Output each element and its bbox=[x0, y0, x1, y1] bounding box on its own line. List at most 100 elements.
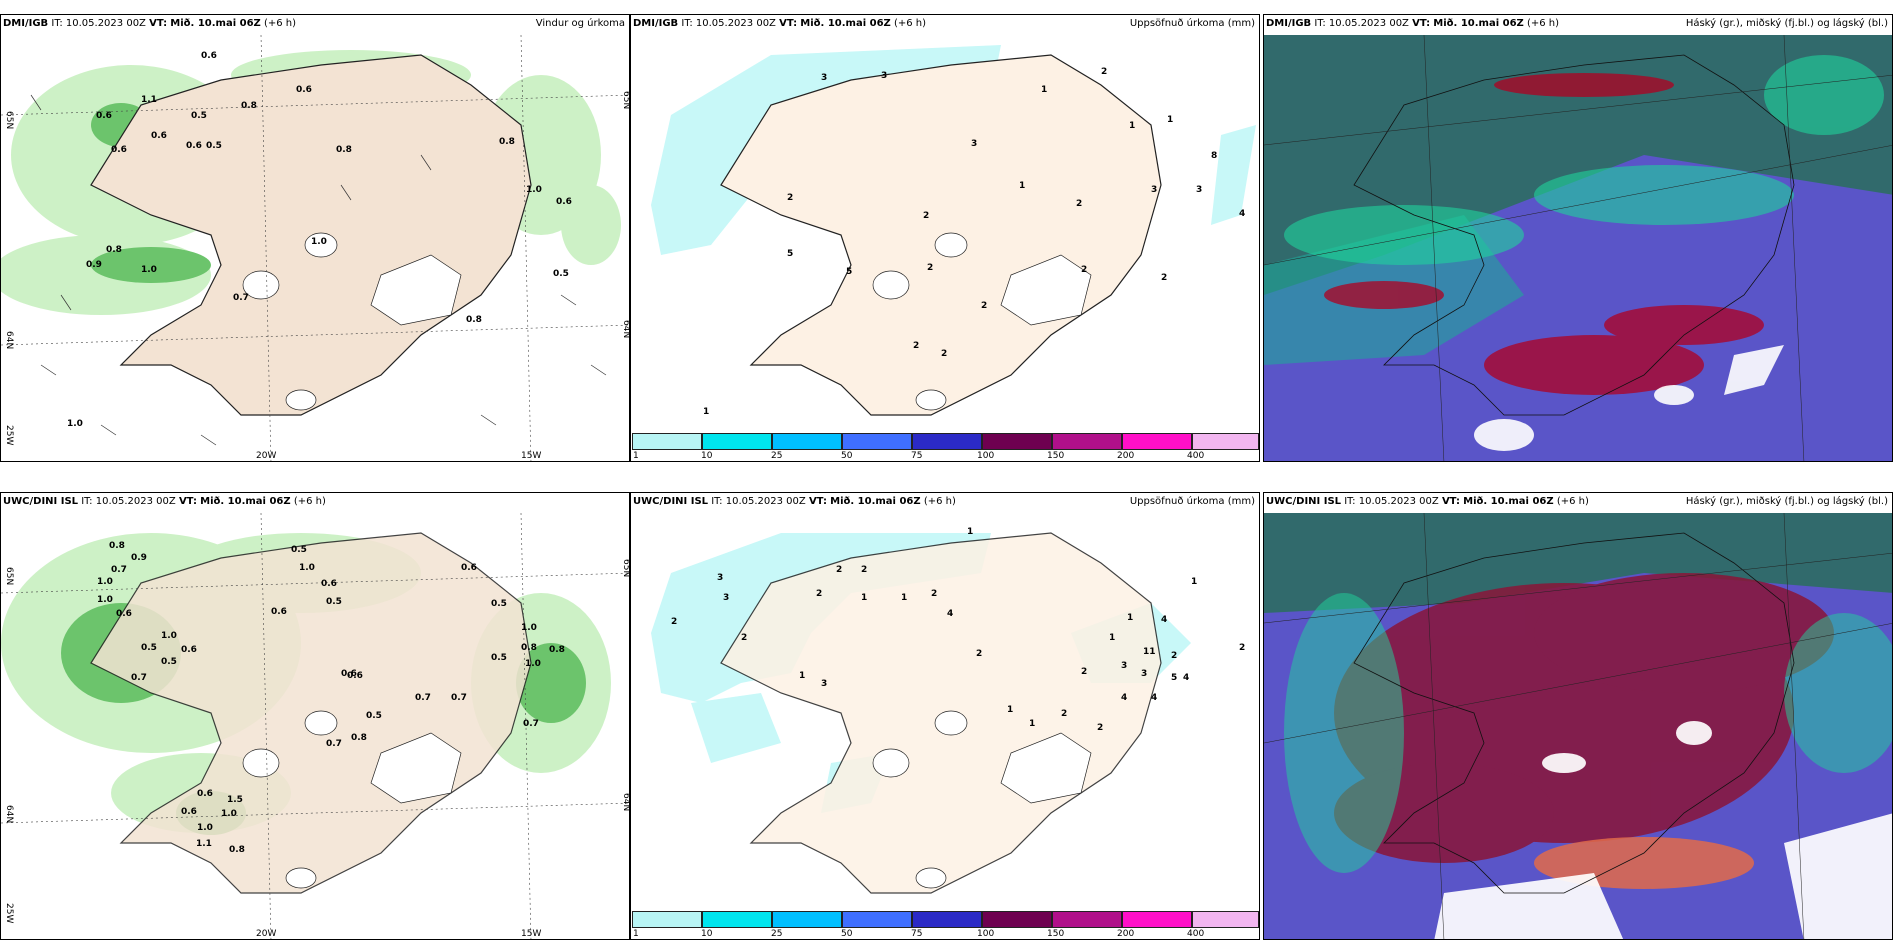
value-label: 1 bbox=[1167, 115, 1174, 125]
value-label: 2 bbox=[787, 193, 794, 203]
value-label: 0.9 bbox=[131, 553, 147, 563]
colorbar-cell bbox=[632, 911, 702, 928]
panel-title: Uppsöfnuð úrkoma (mm) bbox=[1129, 496, 1255, 507]
value-label: 0.5 bbox=[161, 657, 177, 667]
value-label: 0.6 bbox=[271, 607, 287, 617]
value-label: 1.0 bbox=[67, 419, 83, 429]
colorbar-cell bbox=[1122, 911, 1192, 928]
value-label: 1.0 bbox=[161, 631, 177, 641]
value-label: 0.7 bbox=[523, 719, 539, 729]
value-label: 0.6 bbox=[347, 671, 363, 681]
value-label: 0.6 bbox=[556, 197, 572, 207]
axis-label-lon: 20W bbox=[256, 929, 277, 939]
value-label: 2 bbox=[1097, 723, 1104, 733]
axis-label-lat: 64N bbox=[621, 320, 630, 339]
value-label: 1.0 bbox=[141, 265, 157, 275]
value-label: 0.5 bbox=[491, 653, 507, 663]
value-label: 0.7 bbox=[451, 693, 467, 703]
cloud-cover-map bbox=[1264, 35, 1892, 461]
colorbar-tick: 400 bbox=[1187, 929, 1205, 939]
colorbar-tick: 150 bbox=[1047, 451, 1065, 461]
colorbar-cell bbox=[982, 911, 1052, 928]
panel-title: Háský (gr.), miðský (fj.bl.) og lágský (… bbox=[1685, 496, 1888, 507]
value-label: 2 bbox=[981, 301, 988, 311]
value-label: 0.6 bbox=[201, 51, 217, 61]
panel-bottom-right: UWC/DINI ISL IT: 10.05.2023 00Z VT: Mið.… bbox=[1263, 492, 1893, 940]
value-label: 2 bbox=[1081, 265, 1088, 275]
value-label: 0.6 bbox=[181, 807, 197, 817]
value-label: 1.0 bbox=[521, 623, 537, 633]
value-label: 2 bbox=[1161, 273, 1168, 283]
value-label: 3 bbox=[881, 71, 888, 81]
axis-label-lat: 64N bbox=[4, 331, 14, 350]
colorbar-tick: 75 bbox=[911, 929, 923, 939]
colorbar-tick: 75 bbox=[911, 451, 923, 461]
value-label: 1 bbox=[1041, 85, 1048, 95]
panel-title: Háský (gr.), miðský (fj.bl.) og lágský (… bbox=[1685, 18, 1888, 29]
value-label: 3 bbox=[821, 73, 828, 83]
value-label: 2 bbox=[931, 589, 938, 599]
value-label: 0.5 bbox=[206, 141, 222, 151]
value-label: 3 bbox=[1141, 669, 1148, 679]
axis-label-lon: 25W bbox=[4, 903, 14, 924]
value-label: 1.0 bbox=[525, 659, 541, 669]
wind-precip-map bbox=[1, 513, 629, 939]
axis-label-lon: 15W bbox=[521, 929, 542, 939]
value-label: 2 bbox=[1101, 67, 1108, 77]
value-label: 3 bbox=[723, 593, 730, 603]
colorbar-tick: 50 bbox=[841, 929, 853, 939]
colorbar-cell bbox=[1192, 911, 1259, 928]
colorbar-tick: 10 bbox=[701, 929, 713, 939]
colorbar-cell bbox=[842, 433, 912, 450]
axis-label-lat: 65N bbox=[621, 559, 630, 578]
value-label: 2 bbox=[927, 263, 934, 273]
colorbar-tick: 400 bbox=[1187, 451, 1205, 461]
value-label: 0.6 bbox=[151, 131, 167, 141]
value-label: 1.0 bbox=[311, 237, 327, 247]
colorbar-cell bbox=[702, 433, 772, 450]
value-label: 2 bbox=[1081, 667, 1088, 677]
panel-bottom-middle: UWC/DINI ISL IT: 10.05.2023 00Z VT: Mið.… bbox=[630, 492, 1260, 940]
value-label: 0.8 bbox=[229, 845, 245, 855]
colorbar-cell bbox=[1052, 911, 1122, 928]
value-label: 1.0 bbox=[97, 595, 113, 605]
value-label: 2 bbox=[941, 349, 948, 359]
value-label: 2 bbox=[741, 633, 748, 643]
value-label: 0.5 bbox=[191, 111, 207, 121]
accumulated-precip-map bbox=[631, 35, 1259, 461]
value-label: 3 bbox=[1151, 185, 1158, 195]
value-label: 1 bbox=[1109, 633, 1116, 643]
value-label: 0.6 bbox=[111, 145, 127, 155]
value-label: 0.7 bbox=[111, 565, 127, 575]
value-label: 2 bbox=[913, 341, 920, 351]
colorbar-tick: 1 bbox=[633, 929, 639, 939]
value-label: 1 bbox=[703, 407, 710, 417]
value-label: 3 bbox=[971, 139, 978, 149]
colorbar-cell bbox=[1192, 433, 1259, 450]
value-label: 0.8 bbox=[109, 541, 125, 551]
value-label: 0.7 bbox=[131, 673, 147, 683]
value-label: 1.0 bbox=[221, 809, 237, 819]
value-label: 3 bbox=[717, 573, 724, 583]
value-label: 4 bbox=[1121, 693, 1128, 703]
panel-title: Vindur og úrkoma bbox=[535, 18, 625, 29]
value-label: 1.0 bbox=[299, 563, 315, 573]
value-label: 3 bbox=[1196, 185, 1203, 195]
value-label: 8 bbox=[1211, 151, 1218, 161]
value-label: 1.0 bbox=[197, 823, 213, 833]
value-label: 0.5 bbox=[491, 599, 507, 609]
value-label: 1.1 bbox=[196, 839, 212, 849]
colorbar-cell bbox=[1052, 433, 1122, 450]
value-label: 0.6 bbox=[296, 85, 312, 95]
value-label: 0.5 bbox=[553, 269, 569, 279]
colorbar-tick: 150 bbox=[1047, 929, 1065, 939]
value-label: 4 bbox=[1161, 615, 1168, 625]
cloud-cover-map bbox=[1264, 513, 1892, 939]
panel-bottom-left: UWC/DINI ISL IT: 10.05.2023 00Z VT: Mið.… bbox=[0, 492, 630, 940]
value-label: 1 bbox=[1029, 719, 1036, 729]
accumulated-precip-map bbox=[631, 513, 1259, 939]
value-label: 1 bbox=[1129, 121, 1136, 131]
colorbar-tick: 50 bbox=[841, 451, 853, 461]
colorbar-tick: 200 bbox=[1117, 929, 1135, 939]
value-label: 1 bbox=[1127, 613, 1134, 623]
